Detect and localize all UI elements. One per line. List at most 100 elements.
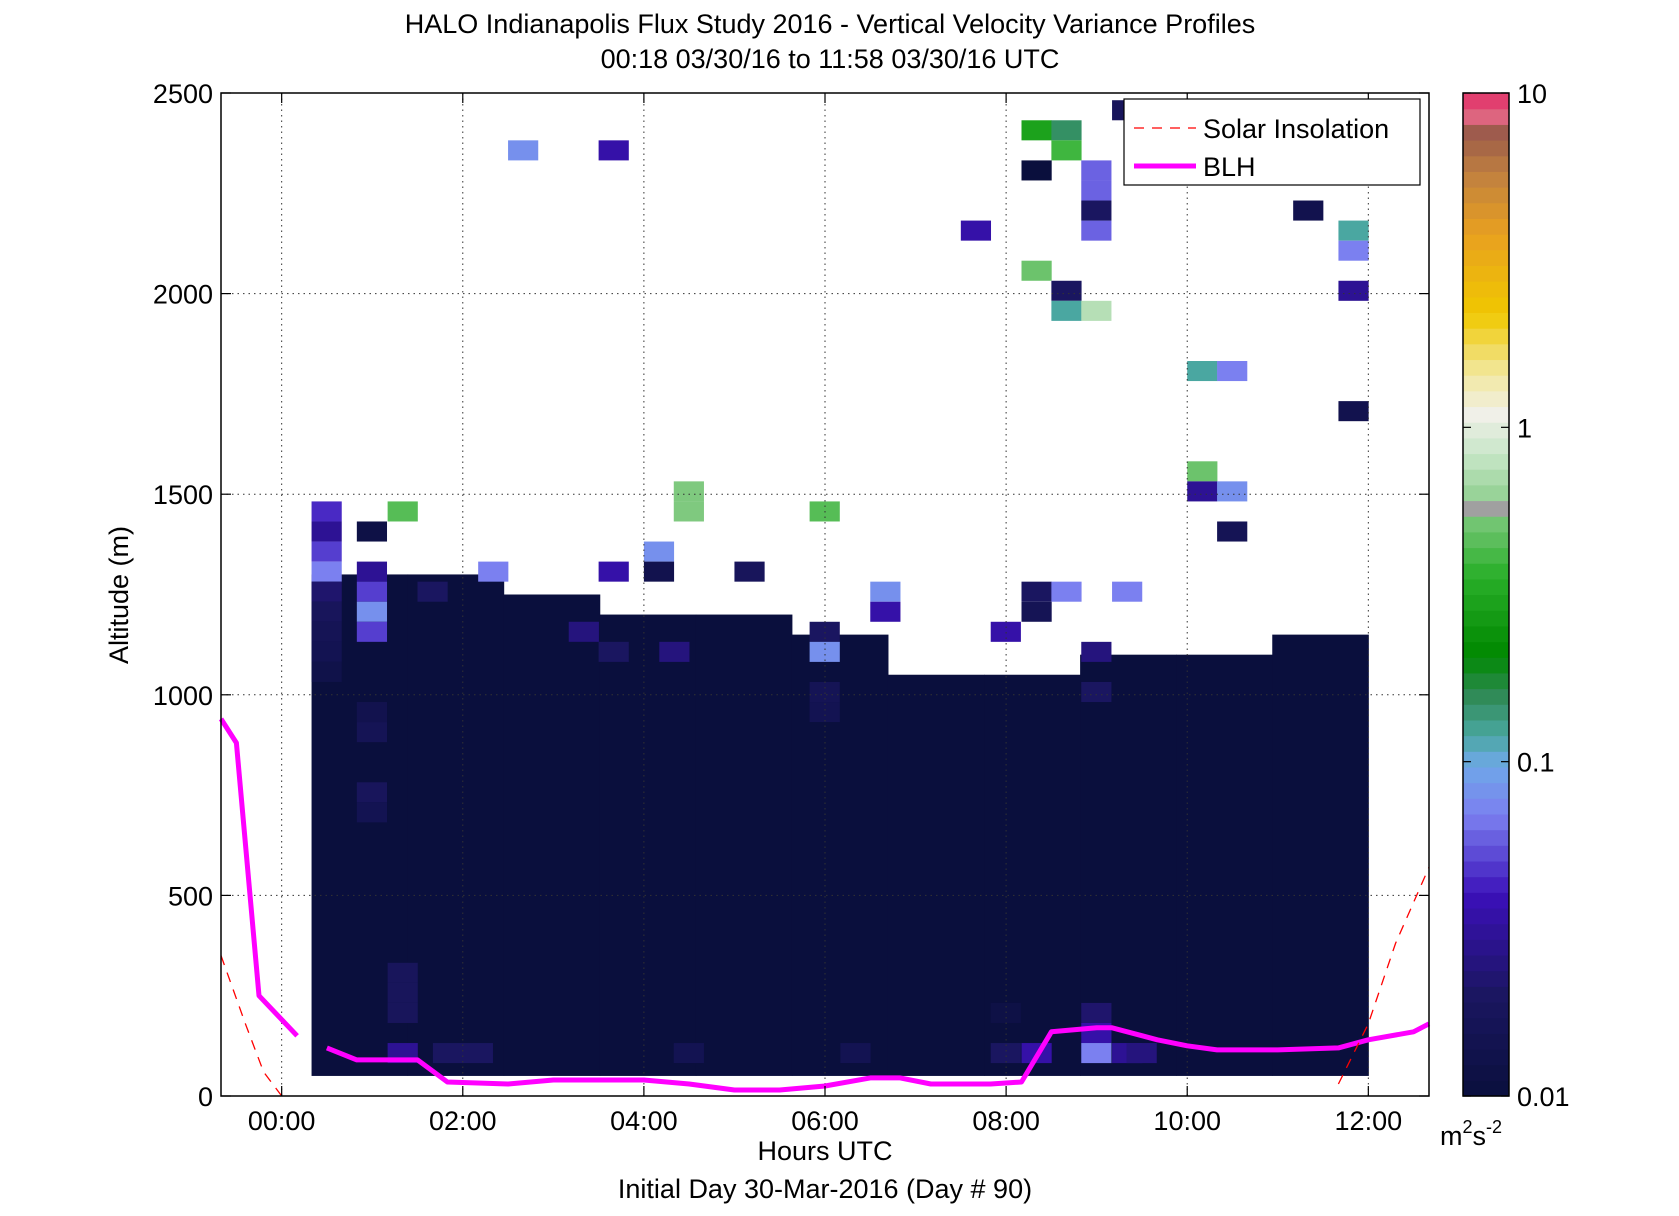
background-fill-segment <box>1176 654 1273 1076</box>
heatmap-cell <box>598 140 629 161</box>
colorbar-band <box>1463 547 1509 564</box>
heatmap-cell <box>387 501 418 522</box>
colorbar-unit-base: m <box>1440 1121 1463 1151</box>
heatmap-cell <box>1051 140 1082 161</box>
heatmap-cell <box>356 722 388 743</box>
solar-insolation-line <box>220 955 283 1097</box>
colorbar-tick-label: 1 <box>1517 413 1532 443</box>
x-axis-ticks: 00:00 02:00 04:00 06:00 08:00 10:00 12:00 <box>248 93 1402 1136</box>
heatmap-cell <box>356 521 388 542</box>
x-tick-label: 12:00 <box>1335 1106 1403 1136</box>
heatmap-cells <box>311 100 1369 1064</box>
colorbar-band <box>1463 578 1509 596</box>
colorbar-band <box>1463 265 1509 282</box>
heatmap-cell <box>809 681 840 703</box>
legend: Solar Insolation BLH <box>1123 98 1421 186</box>
colorbar-band <box>1463 688 1509 705</box>
colorbar-band <box>1463 1001 1509 1019</box>
heatmap-cell <box>990 621 1021 642</box>
y-tick-label: 2000 <box>153 280 213 310</box>
colorbar-band <box>1463 986 1509 1003</box>
heatmap-cell <box>356 581 388 602</box>
heatmap-cell <box>311 621 342 642</box>
heatmap-cell <box>1051 120 1082 141</box>
heatmap-cell <box>1081 1002 1112 1023</box>
heatmap-cell <box>1187 481 1218 502</box>
heatmap-cell <box>387 962 418 983</box>
colorbar-band <box>1463 719 1509 737</box>
y-axis-label: Altitude (m) <box>104 526 134 664</box>
x-tick-label: 04:00 <box>610 1106 678 1136</box>
heatmap-cell <box>1081 200 1112 221</box>
colorbar-band <box>1463 1064 1509 1081</box>
heatmap-cell <box>809 702 840 723</box>
heatmap-cell <box>462 1043 493 1064</box>
colorbar-band <box>1463 108 1509 125</box>
colorbar-band <box>1463 249 1509 266</box>
heatmap-cell <box>1338 220 1369 241</box>
colorbar-band <box>1463 594 1509 611</box>
colorbar-band <box>1463 93 1509 110</box>
heatmap-cell <box>356 601 388 622</box>
heatmap-cell <box>311 541 342 562</box>
y-axis-ticks: 0 500 1000 1500 2000 2500 <box>153 79 1429 1112</box>
colorbar-band <box>1463 218 1509 235</box>
colorbar-band <box>1463 751 1509 768</box>
colorbar-ticks: 0.01 0.1 1 10 <box>1463 79 1570 1112</box>
y-tick-label: 2500 <box>153 79 213 109</box>
colorbar-band <box>1463 563 1509 580</box>
heatmap-cell <box>417 581 448 602</box>
heatmap-cell <box>643 541 675 562</box>
heatmap-cell <box>673 501 704 522</box>
colorbar-band <box>1463 860 1509 878</box>
x-tick-label: 10:00 <box>1153 1106 1221 1136</box>
heatmap-cell <box>478 561 509 582</box>
heatmap-cell <box>1081 180 1112 201</box>
heatmap-cell <box>1081 160 1112 181</box>
y-tick-label: 0 <box>198 1082 213 1112</box>
colorbar-band <box>1463 422 1509 439</box>
colorbar-band <box>1463 766 1509 784</box>
heatmap-cell <box>960 220 992 241</box>
colorbar-band <box>1463 296 1509 314</box>
heatmap-cell <box>356 702 388 723</box>
colorbar-tick-label: 10 <box>1517 79 1547 109</box>
colorbar-tick-label: 0.01 <box>1517 1082 1570 1112</box>
heatmap-cell <box>356 782 388 803</box>
heatmap-cell <box>1021 160 1052 181</box>
plot-area <box>218 92 1431 1097</box>
heatmap-cell <box>311 641 342 662</box>
colorbar-band <box>1463 625 1509 643</box>
heatmap-cell <box>1081 641 1112 662</box>
heatmap-cell <box>356 561 388 582</box>
heatmap-cell <box>809 621 840 642</box>
colorbar-band <box>1463 437 1509 455</box>
heatmap-cell <box>508 140 539 161</box>
x-tick-label: 00:00 <box>248 1106 316 1136</box>
colorbar-band <box>1463 390 1509 408</box>
heatmap-cell <box>432 1043 464 1064</box>
colorbar-band <box>1463 140 1509 157</box>
colorbar-band <box>1463 657 1509 674</box>
blh-line <box>325 1021 1431 1093</box>
heatmap-cell <box>1051 280 1082 301</box>
y-tick-label: 500 <box>168 881 213 911</box>
heatmap-cell <box>568 621 599 642</box>
heatmap-cell <box>1081 1043 1112 1064</box>
background-fill-segment <box>599 614 697 1076</box>
heatmap-cell <box>387 1002 418 1023</box>
heatmap-cell <box>311 661 342 682</box>
heatmap-cell <box>1338 401 1369 422</box>
heatmap-cell <box>598 561 629 582</box>
heatmap-cell <box>870 581 901 602</box>
colorbar-unit-mid: s <box>1473 1121 1487 1151</box>
heatmap-cell <box>1051 300 1082 321</box>
heatmap-cell <box>1021 260 1052 281</box>
colorbar-band <box>1463 202 1509 219</box>
heatmap-cell <box>1187 461 1218 482</box>
colorbar-band <box>1463 1017 1509 1034</box>
chart-title: HALO Indianapolis Flux Study 2016 - Vert… <box>405 9 1255 39</box>
heatmap-cell <box>673 481 704 502</box>
colorbar-band <box>1463 829 1509 846</box>
